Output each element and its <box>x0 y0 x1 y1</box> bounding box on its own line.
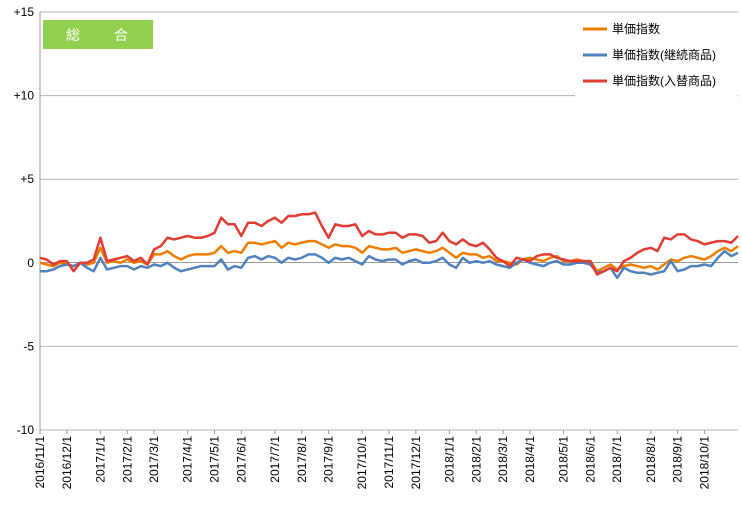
y-tick-label: +5 <box>20 172 34 186</box>
title-badge-label: 総 合 <box>66 27 138 43</box>
x-tick-label: 2018/9/1 <box>671 436 685 483</box>
y-tick-label: +15 <box>14 5 35 19</box>
x-tick-label: 2017/1/1 <box>93 436 107 483</box>
legend: 単価指数 単価指数(継続商品) 単価指数(入替商品) <box>575 15 737 97</box>
y-tick-label: 0 <box>27 256 34 270</box>
x-tick-label: 2017/12/1 <box>409 436 423 490</box>
y-tick-label: -10 <box>17 423 35 437</box>
x-tick-label: 2018/1/1 <box>442 436 456 483</box>
series-line-replaced <box>39 211 739 276</box>
x-tick-label: 2017/6/1 <box>234 436 248 483</box>
x-tick-label: 2018/8/1 <box>644 436 658 483</box>
x-tick-label: 2017/2/1 <box>120 436 134 483</box>
x-tick-label: 2018/10/1 <box>697 436 711 490</box>
x-tick-label: 2017/3/1 <box>147 436 161 483</box>
title-badge-background <box>43 20 153 49</box>
y-tick-labels: +15 +10 +5 0 -5 -10 <box>14 5 35 437</box>
series-line-unit-price <box>39 239 739 273</box>
x-tick-label: 2018/2/1 <box>469 436 483 483</box>
x-tick-labels: 2016/11/1 2016/12/1 2017/1/1 2017/2/1 2017/3… <box>33 436 711 490</box>
x-tick-label: 2018/6/1 <box>583 436 597 483</box>
title-badge: 総 合 <box>43 20 153 49</box>
x-tick-label: 2017/7/1 <box>268 436 282 483</box>
y-tick-label: -5 <box>23 339 34 353</box>
x-tick-label: 2018/5/1 <box>557 436 571 483</box>
x-tick-label: 2017/4/1 <box>181 436 195 483</box>
x-tick-label: 2017/8/1 <box>295 436 309 483</box>
y-tick-label: +10 <box>14 89 35 103</box>
series-lines <box>39 211 739 280</box>
x-tick-label: 2018/3/1 <box>496 436 510 483</box>
x-tick-label: 2017/5/1 <box>208 436 222 483</box>
x-tick-label: 2017/11/1 <box>382 436 396 489</box>
x-tick-label: 2017/9/1 <box>322 436 336 483</box>
legend-label-unit-price: 単価指数 <box>612 21 660 36</box>
x-tick-label: 2017/10/1 <box>355 436 369 490</box>
legend-label-replaced: 単価指数(入替商品) <box>612 73 716 88</box>
x-tick-label: 2018/7/1 <box>610 436 624 483</box>
legend-label-continuing: 単価指数(継続商品) <box>612 47 716 62</box>
series-line-continuing <box>40 249 739 280</box>
x-tick-label: 2016/11/1 <box>33 436 47 489</box>
x-tick-label: 2016/12/1 <box>60 436 74 490</box>
x-tick-label: 2018/4/1 <box>523 436 537 483</box>
